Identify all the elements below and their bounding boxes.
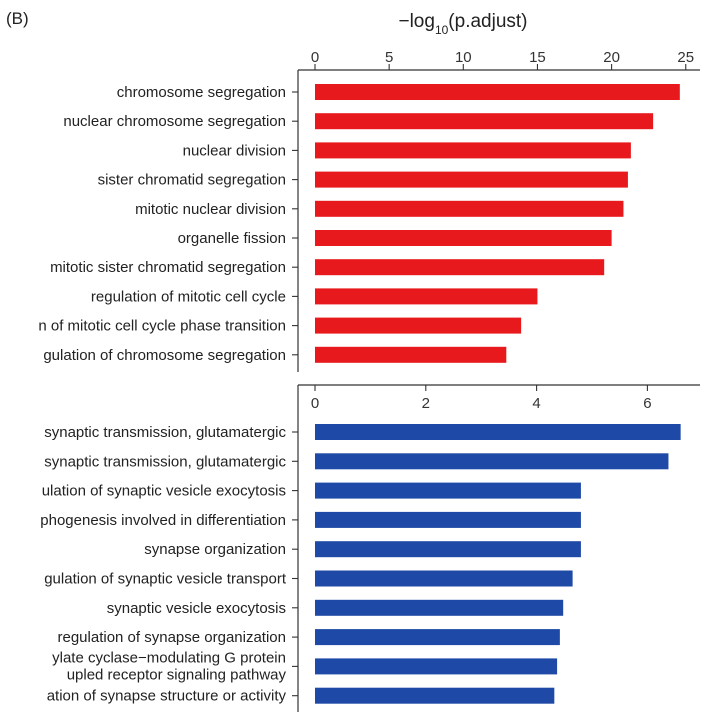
top-tick-label: 15: [529, 49, 546, 66]
top-category-label: sister chromatid segregation: [98, 172, 286, 189]
bottom-bar: [315, 658, 558, 675]
bottom-bar: [315, 424, 681, 440]
bottom-category-label: phogenesis involved in differentiation: [40, 512, 286, 529]
top-category-label: organelle fission: [178, 230, 286, 247]
top-tick-label: 25: [677, 49, 694, 66]
bottom-bar: [315, 511, 581, 528]
bottom-category-label: gulation of synaptic vesicle transport: [44, 571, 287, 588]
top-bar: [315, 142, 631, 159]
top-bar: [315, 230, 612, 246]
bottom-bar: [315, 541, 581, 558]
bottom-category-label: synaptic transmission, glutamatergic: [44, 424, 286, 441]
bottom-bar: [315, 599, 564, 616]
bottom-category-label: synaptic vesicle exocytosis: [107, 600, 286, 617]
top-category-label: chromosome segregation: [117, 84, 286, 101]
bottom-category-label: ylate cyclase−modulating G protein: [52, 649, 286, 666]
bottom-category-label: synapse organization: [144, 541, 286, 558]
bottom-category-label: ulation of synaptic vesicle exocytosis: [42, 483, 286, 500]
top-bar: [315, 259, 605, 276]
bottom-category-label: upled receptor signaling pathway: [67, 666, 287, 683]
bottom-category-label: regulation of synapse organization: [58, 629, 287, 646]
top-category-label: nuclear chromosome segregation: [63, 113, 286, 130]
top-tick-label: 10: [455, 49, 472, 66]
top-bar: [315, 113, 654, 130]
bottom-tick-label: 6: [643, 395, 651, 412]
bottom-tick-label: 0: [311, 395, 319, 412]
top-bar: [315, 84, 680, 100]
panel-label: (B): [6, 9, 29, 28]
bottom-tick-label: 2: [422, 395, 430, 412]
top-category-label: mitotic nuclear division: [135, 201, 286, 218]
bottom-category-label: synaptic transmission, glutamatergic: [44, 453, 286, 470]
top-tick-label: 20: [603, 49, 620, 66]
top-panel: 0 5 10 15 20 25 chromosome segregation nuclear …: [38, 49, 700, 372]
bottom-panel: 0 2 4 6 synaptic transmission, glutamatergic…: [40, 384, 700, 712]
top-category-label: nuclear division: [183, 142, 286, 159]
x-axis-title: −log10(p.adjust): [398, 11, 527, 37]
bottom-category-label: ation of synapse structure or activity: [47, 688, 287, 705]
top-category-label: mitotic sister chromatid segregation: [50, 259, 286, 276]
bottom-bar: [315, 629, 560, 646]
top-category-label: n of mitotic cell cycle phase transition: [38, 318, 286, 335]
top-category-label: gulation of chromosome segregation: [43, 347, 286, 364]
bottom-bar: [315, 570, 573, 587]
top-bar: [315, 288, 538, 305]
top-bar: [315, 200, 624, 217]
top-bar: [315, 346, 507, 363]
top-tick-label: 0: [311, 49, 319, 66]
top-tick-label: 5: [385, 49, 393, 66]
bottom-bar: [315, 687, 555, 704]
top-bar: [315, 317, 522, 334]
bottom-tick-label: 4: [532, 395, 540, 412]
top-bar: [315, 171, 628, 188]
bottom-bar: [315, 482, 581, 499]
bottom-bar: [315, 453, 669, 470]
top-category-label: regulation of mitotic cell cycle: [91, 288, 286, 305]
